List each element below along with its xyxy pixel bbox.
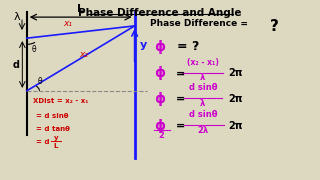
Text: =: =	[176, 68, 185, 78]
Text: λ: λ	[14, 12, 20, 22]
Text: ϕ: ϕ	[154, 40, 165, 54]
Text: 2λ: 2λ	[197, 126, 208, 135]
Text: Phase Difference and Angle: Phase Difference and Angle	[78, 8, 242, 18]
Text: 2π: 2π	[228, 121, 243, 131]
Text: y: y	[54, 135, 58, 141]
Text: x₂: x₂	[79, 50, 88, 59]
Text: 2π: 2π	[228, 94, 243, 104]
Text: = d sinθ: = d sinθ	[36, 113, 69, 119]
Text: d sinθ: d sinθ	[188, 83, 217, 92]
Text: ?: ?	[269, 19, 278, 34]
Text: ϕ: ϕ	[154, 92, 165, 106]
Text: λ: λ	[200, 73, 205, 82]
Text: θ: θ	[37, 77, 42, 86]
Text: λ: λ	[200, 99, 205, 108]
Text: 2π: 2π	[228, 68, 243, 78]
Text: d sinθ: d sinθ	[188, 110, 217, 119]
Text: ϕ: ϕ	[154, 66, 165, 80]
Text: XDist = x₂ - x₁: XDist = x₂ - x₁	[33, 98, 89, 104]
Text: = d: = d	[36, 139, 50, 145]
Text: Phase Difference =: Phase Difference =	[150, 19, 252, 28]
Text: d: d	[13, 60, 20, 69]
Text: y: y	[140, 40, 148, 50]
Text: (x₂ - x₁): (x₂ - x₁)	[187, 58, 219, 67]
Text: θ: θ	[31, 45, 36, 54]
Text: =: =	[176, 121, 185, 131]
Text: ϕ: ϕ	[154, 119, 165, 133]
Text: L: L	[77, 4, 84, 14]
Text: L: L	[54, 143, 58, 149]
Text: x₁: x₁	[63, 19, 73, 28]
Text: = d tanθ: = d tanθ	[36, 126, 70, 132]
Text: 2: 2	[159, 131, 164, 140]
Text: = ?: = ?	[178, 40, 200, 53]
Text: =: =	[176, 94, 185, 104]
